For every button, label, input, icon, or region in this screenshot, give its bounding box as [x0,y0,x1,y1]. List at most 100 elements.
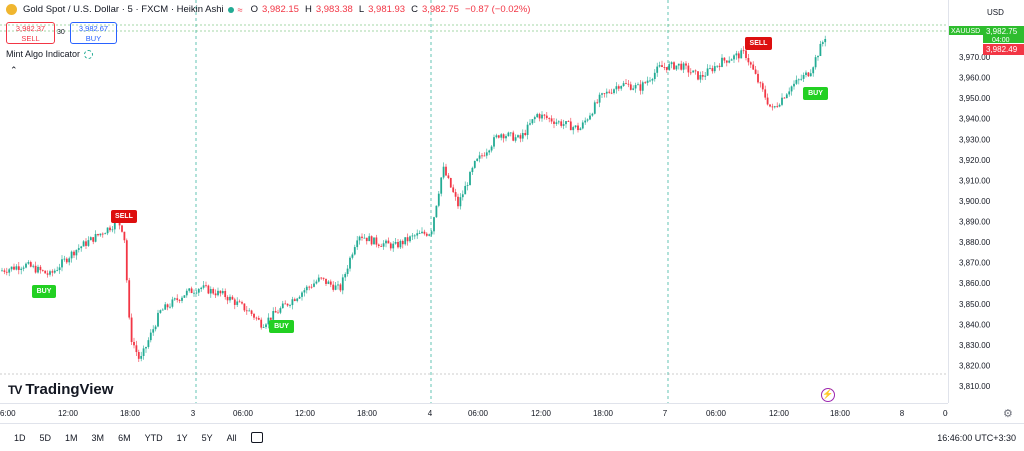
candle-body [435,205,438,218]
candle-body [399,240,402,248]
candle-body [649,80,651,82]
price-tick-label: 3,920.00 [959,156,991,165]
settings-gear-icon[interactable]: ⚙ [1003,408,1013,420]
candle-body [658,65,661,67]
candle-body [15,266,18,270]
candle-body [757,73,759,83]
candle-body [574,125,577,128]
indicator-loading-icon [84,49,94,59]
candle-body [725,60,728,63]
candle-body [577,125,579,131]
sell-signal-1: SELL [111,210,137,223]
chart-area[interactable] [0,0,948,403]
candle-body [464,185,467,195]
candle-body [267,317,270,325]
candle-body [97,234,99,236]
clock-timezone[interactable]: 16:46:00 UTC+3:30 [937,432,1016,443]
candle-body [152,329,155,333]
timeframe-5y[interactable]: 5Y [201,432,213,443]
lightning-icon[interactable]: ⚡ [821,388,835,402]
buy-label: BUY [85,34,102,43]
candle-body [260,319,263,328]
candle-body [8,269,11,273]
candle-body [202,285,205,288]
candle-body [56,270,59,271]
candle-body [380,245,383,247]
candle-body [353,247,356,255]
candle-body [423,231,426,234]
timeframe-1d[interactable]: 1D [14,432,26,443]
indicator-legend[interactable]: Mint Algo Indicator [6,49,94,59]
candle-body [219,290,222,294]
candle-body [646,80,649,83]
collapse-legend-icon[interactable]: ⌃ [10,65,18,75]
candle-body [469,172,471,186]
candle-body [788,91,791,95]
price-chart[interactable] [0,0,948,403]
candle-body [296,298,299,301]
candle-body [303,290,306,293]
candle-body [334,285,337,290]
currency-label[interactable]: USD [987,8,1004,17]
candle-body [387,240,390,244]
candle-body [730,59,733,61]
candle-body [740,50,743,59]
candle-body [745,50,747,59]
timeframe-all[interactable]: All [226,432,237,443]
candle-body [723,57,726,61]
candle-body [221,291,224,294]
sell-signal-2: SELL [745,37,772,50]
symbol-title[interactable]: Gold Spot / U.S. Dollar · 5 · FXCM · Hei… [23,4,224,15]
candle-body [781,97,783,105]
candle-body [25,263,27,268]
candle-body [560,121,563,126]
tradingview-logo[interactable]: TV TradingView [8,381,114,398]
candle-body [181,297,183,301]
candle-body [721,57,723,67]
candle-body [641,82,644,91]
timeframe-1m[interactable]: 1M [65,432,78,443]
candle-body [605,91,608,94]
candle-body [125,240,128,281]
candle-body [365,237,368,242]
price-tick-label: 3,940.00 [959,115,991,124]
candle-body [39,266,42,271]
candle-body [169,306,171,308]
candle-body [329,281,332,285]
candle-body [22,267,25,269]
candle-body [265,324,267,328]
time-tick-label: 06:00 [706,409,727,418]
candle-body [579,128,582,131]
candle-body [591,113,594,116]
candle-body [109,227,111,231]
candle-body [824,38,827,43]
calendar-icon[interactable] [250,432,263,443]
candle-body [250,310,253,314]
candle-body [34,265,37,273]
candle-body [65,258,68,263]
candle-body [675,65,678,70]
candle-body [121,225,123,232]
timeframe-6m[interactable]: 6M [118,432,131,443]
price-axis[interactable]: 3,970.00 3,960.00 3,950.00 3,940.00 3,930.00… [948,0,1024,403]
timeframe-ytd[interactable]: YTD [144,432,163,443]
candle-body [233,299,236,305]
candle-body [200,287,203,290]
candle-body [214,293,217,296]
time-tick-label: 06:00 [468,409,489,418]
buy-button[interactable]: 3,982.67 BUY [70,22,117,44]
candle-body [224,291,227,298]
candle-body [279,308,282,313]
timeframe-3m[interactable]: 3M [91,432,105,443]
sell-button[interactable]: 3,982.37 SELL [6,22,55,44]
candle-body [783,97,786,99]
timeframe-5d[interactable]: 5D [39,432,52,443]
tradingview-logo-icon: TV [8,382,22,397]
candle-body [519,135,522,139]
candle-body [75,249,78,256]
candle-body [183,295,186,298]
time-axis[interactable]: 6:00 12:00 18:00 3 06:00 12:00 18:00 4 06:00 12:0… [0,403,964,424]
candle-body [193,292,195,294]
candle-body [661,65,663,67]
timeframe-1y[interactable]: 1Y [176,432,188,443]
